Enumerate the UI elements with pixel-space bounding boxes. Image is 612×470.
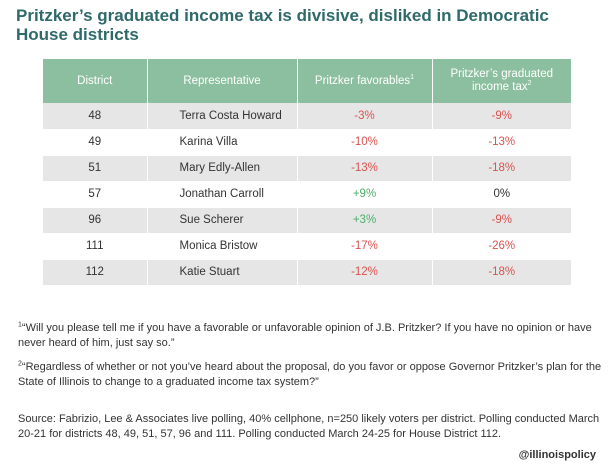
footnote-2: 2“Regardless of whether or not you’ve he…: [18, 360, 602, 388]
table-row: 112 Katie Stuart -12% -18%: [43, 259, 571, 286]
district-cell: 49: [43, 129, 148, 156]
header-graduated-tax: Pritzker’s graduated income tax2: [432, 59, 571, 103]
table-row: 48 Terra Costa Howard -3% -9%: [43, 103, 571, 130]
header-favorables: Pritzker favorables1: [297, 59, 433, 103]
graduated-tax-cell: -9%: [432, 207, 571, 234]
favorables-cell: +3%: [297, 207, 433, 234]
district-cell: 112: [43, 259, 148, 286]
results-table: District Representative Pritzker favorab…: [43, 59, 571, 286]
chart-title: Pritzker’s graduated income tax is divis…: [16, 6, 549, 44]
header-district: District: [43, 59, 148, 103]
footnote-marker: 2: [527, 80, 532, 88]
favorables-cell: +9%: [297, 181, 433, 208]
district-cell: 48: [43, 103, 148, 130]
graduated-tax-cell: 0%: [432, 181, 571, 208]
table-row: 51 Mary Edly-Allen -13% -18%: [43, 155, 571, 182]
representative-cell: Katie Stuart: [147, 259, 298, 286]
table-header-row: District Representative Pritzker favorab…: [43, 59, 571, 103]
district-cell: 96: [43, 207, 148, 234]
graduated-tax-cell: -18%: [432, 155, 571, 182]
favorables-cell: -17%: [297, 233, 433, 260]
favorables-cell: -12%: [297, 259, 433, 286]
graduated-tax-cell: -9%: [432, 103, 571, 130]
graduated-tax-cell: -26%: [432, 233, 571, 260]
footnote-marker: 1: [410, 73, 415, 81]
district-cell: 111: [43, 233, 148, 260]
footnote-marker: 2: [18, 360, 22, 368]
representative-cell: Terra Costa Howard: [147, 103, 298, 130]
representative-cell: Sue Scherer: [147, 207, 298, 234]
source-note: Source: Fabrizio, Lee & Associates live …: [18, 413, 600, 440]
representative-cell: Jonathan Carroll: [147, 181, 298, 208]
district-cell: 57: [43, 181, 148, 208]
graduated-tax-cell: -18%: [432, 259, 571, 286]
favorables-cell: -13%: [297, 155, 433, 182]
table-row: 111 Monica Bristow -17% -26%: [43, 233, 571, 260]
social-handle: @illinoispolicy: [518, 449, 596, 461]
favorables-cell: -10%: [297, 129, 433, 156]
table-row: 96 Sue Scherer +3% -9%: [43, 207, 571, 234]
table-body: 48 Terra Costa Howard -3% -9% 49 Karina Villa…: [43, 103, 571, 286]
table-row: 49 Karina Villa -10% -13%: [43, 129, 571, 156]
graduated-tax-cell: -13%: [432, 129, 571, 156]
favorables-cell: -3%: [297, 103, 433, 130]
table-row: 57 Jonathan Carroll +9% 0%: [43, 181, 571, 208]
header-representative: Representative: [147, 59, 298, 103]
representative-cell: Monica Bristow: [147, 233, 298, 260]
footnote-marker: 1: [18, 321, 22, 329]
representative-cell: Karina Villa: [147, 129, 298, 156]
representative-cell: Mary Edly-Allen: [147, 155, 298, 182]
footnote-1: 1“Will you please tell me if you have a …: [18, 321, 592, 349]
district-cell: 51: [43, 155, 148, 182]
